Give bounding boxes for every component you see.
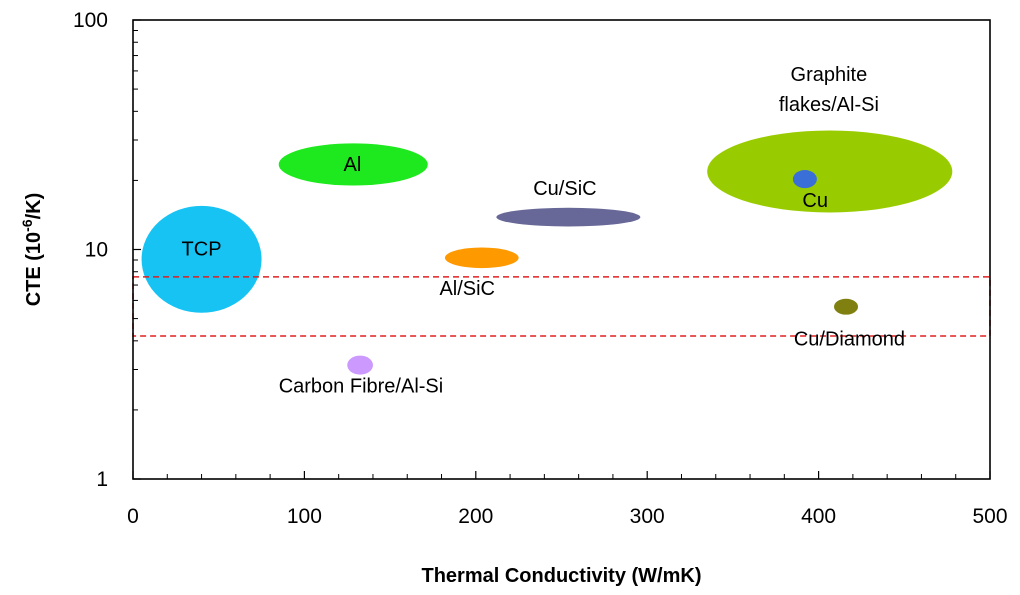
region-label-carbon-fibre-al-si: Carbon Fibre/Al-Si [279,376,444,398]
y-tick-label: 10 [85,239,108,262]
region-tcp [141,205,262,313]
region-label-al-sic: Al/SiC [439,278,495,300]
region-label-cu-diamond: Cu/Diamond [794,328,905,350]
x-tick-label: 300 [630,505,665,528]
x-axis-title: Thermal Conductivity (W/mK) [421,565,701,587]
x-tick-label: 200 [458,505,493,528]
y-axis-title-suffix: /K) [23,193,45,220]
region-cu-sic [496,207,641,227]
regions-layer [141,130,953,375]
region-carbon-fibre-al-si [347,355,373,375]
y-axis-title: CTE (10-6/K) [19,193,45,307]
region-graphite-flakes-al-si [707,130,953,213]
region-label-graphite-flakes-al-si: flakes/Al-Si [779,94,879,116]
y-tick-label: 100 [73,9,108,32]
region-al [278,143,428,186]
region-cu-diamond [834,298,859,315]
x-tick-label: 0 [127,505,139,528]
highlight-box-layer [132,276,991,337]
ticks-layer: 0 100 200 300 400 500 1 10 100 [73,9,1008,528]
region-label-graphite-flakes-al-si: Graphite [791,64,868,86]
y-axis-title-superscript: -6 [19,219,35,232]
x-tick-label: 500 [972,505,1007,528]
region-cu [792,170,817,189]
region-label-tcp: TCP [182,239,222,261]
y-axis-title-prefix: CTE (10 [23,232,45,306]
y-tick-label: 1 [96,468,108,491]
highlight-box [132,276,991,337]
plot-area-frame [132,19,991,480]
region-label-cu-sic: Cu/SiC [533,178,596,200]
x-tick-label: 100 [287,505,322,528]
region-labels-layer: TCP Al Cu/SiC Al/SiC Graphite flakes/Al-Si Car… [182,64,905,398]
region-label-cu: Cu [802,190,828,212]
region-al-sic [444,247,519,269]
x-tick-label: 400 [801,505,836,528]
region-label-al: Al [343,154,361,176]
